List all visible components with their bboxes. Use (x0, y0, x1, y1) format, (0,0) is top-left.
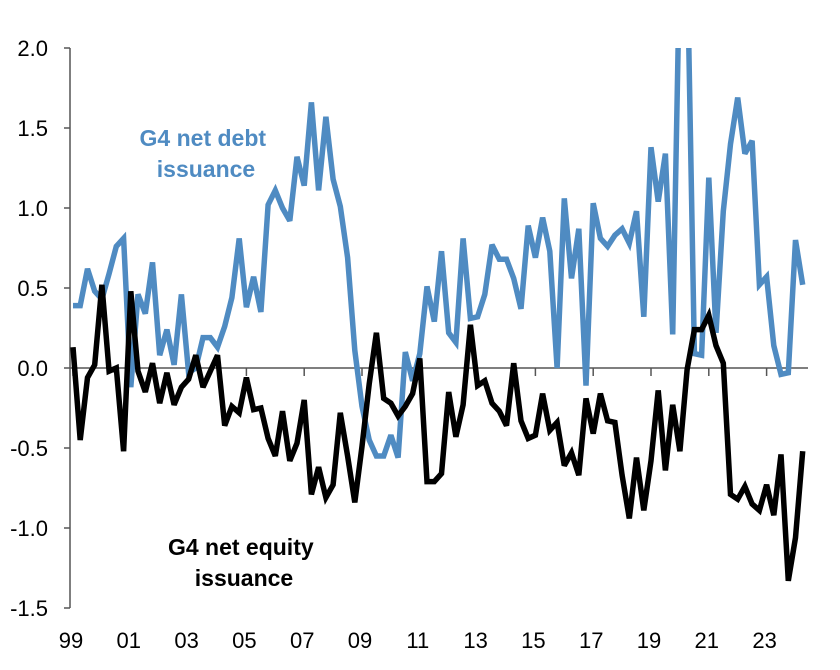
x-tick-label: 17 (579, 628, 603, 653)
equity-label-line-2: issuance (195, 565, 293, 591)
equity-issuance-line (70, 284, 806, 582)
y-tick-label: -1.5 (10, 596, 48, 621)
x-tick-label: 05 (232, 628, 256, 653)
y-tick-label: -0.5 (10, 436, 48, 461)
x-tick-label: 21 (695, 628, 719, 653)
equity-series-label: G4 net equity issuance (168, 534, 320, 591)
x-axis-ticks: 99 01 03 05 07 09 11 13 15 17 19 21 23 (59, 368, 777, 653)
debt-series-label: G4 net debt issuance (140, 125, 273, 182)
y-tick-label: 0.0 (17, 356, 48, 381)
y-axis-ticks: 2.0 1.5 1.0 0.5 0.0 -0.5 -1.0 -1.5 (10, 36, 70, 621)
y-tick-label: 1.0 (17, 196, 48, 221)
debt-label-line-2: issuance (157, 156, 255, 182)
y-tick-label: 0.5 (17, 276, 48, 301)
x-tick-label: 13 (463, 628, 487, 653)
series-lines (70, 48, 806, 582)
y-tick-label: 2.0 (17, 36, 48, 61)
x-tick-label: 07 (290, 628, 314, 653)
y-tick-label: -1.0 (10, 516, 48, 541)
y-tick-label: 1.5 (17, 116, 48, 141)
x-tick-label: 99 (59, 628, 83, 653)
x-tick-label: 09 (348, 628, 372, 653)
x-tick-label: 23 (752, 628, 776, 653)
debt-label-line-1: G4 net debt (140, 125, 267, 151)
x-tick-label: 03 (174, 628, 198, 653)
debt-issuance-line (73, 48, 806, 459)
x-tick-label: 19 (637, 628, 661, 653)
x-tick-label: 11 (406, 628, 429, 653)
equity-label-line-1: G4 net equity (168, 534, 314, 560)
x-tick-label: 01 (117, 628, 141, 653)
x-tick-label: 15 (521, 628, 545, 653)
